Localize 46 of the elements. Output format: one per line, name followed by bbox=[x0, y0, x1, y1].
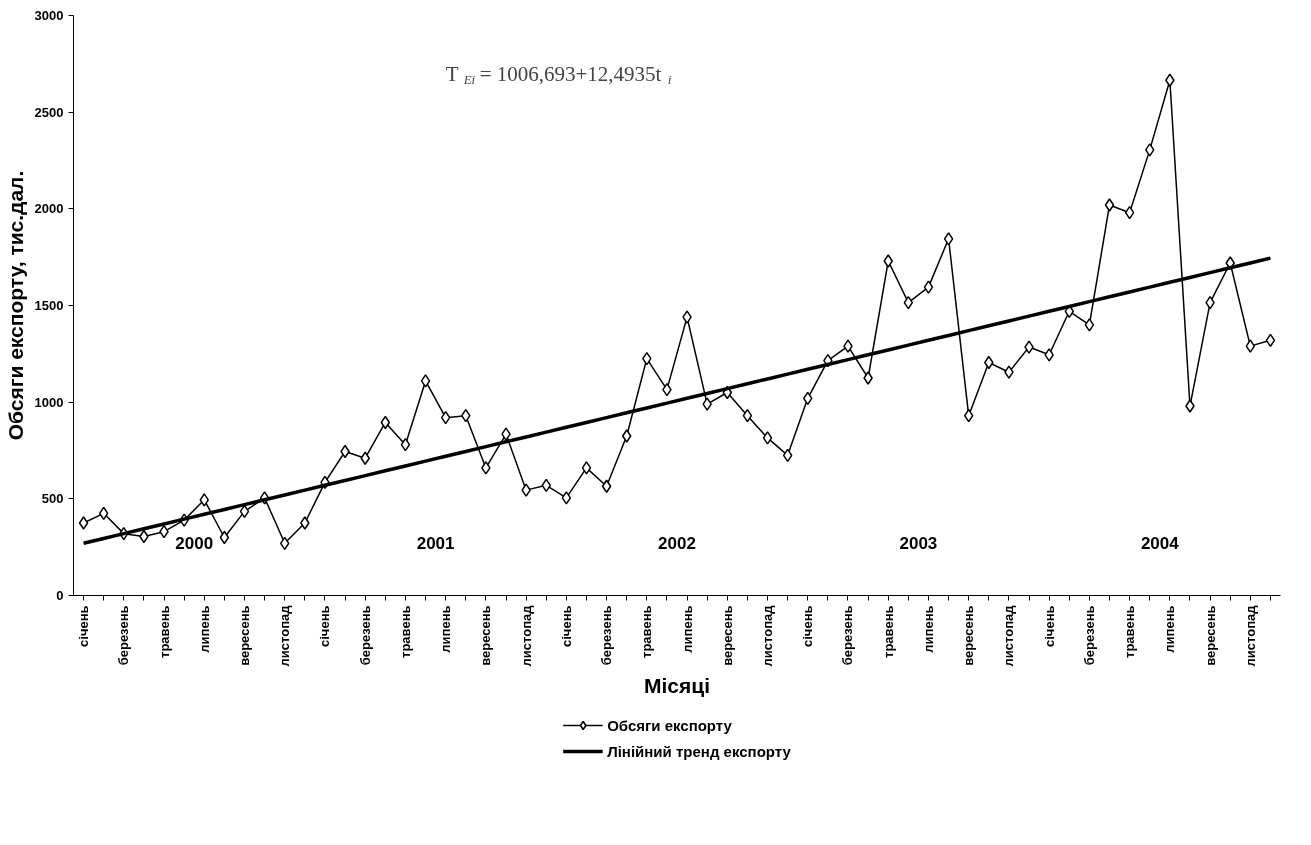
y-tick-label: 1500 bbox=[34, 298, 64, 313]
y-tick-label: 3000 bbox=[34, 8, 64, 23]
x-tick-label: січень bbox=[800, 605, 816, 647]
annotation: 2004 bbox=[1140, 534, 1180, 554]
annotation: 2002 bbox=[658, 534, 696, 554]
x-tick-label: вересень bbox=[1202, 605, 1218, 666]
x-tick-label: травень bbox=[880, 605, 896, 658]
x-tick-label: березень bbox=[357, 605, 373, 666]
annotation: 2000 bbox=[175, 534, 214, 554]
x-tick-label: листопад bbox=[518, 604, 534, 667]
x-tick-label: березень bbox=[840, 605, 856, 666]
x-tick-label: січень bbox=[558, 605, 574, 647]
x-tick-label: липень bbox=[679, 605, 695, 653]
y-tick-label: 2500 bbox=[34, 104, 64, 120]
y-tick-label: 1000 bbox=[34, 394, 64, 410]
x-tick-label: травень bbox=[156, 605, 172, 658]
x-tick-label: липень bbox=[438, 605, 454, 653]
legend-label: Лінійний тренд експорту bbox=[607, 742, 791, 760]
x-tick-label: березень bbox=[116, 605, 132, 666]
x-tick-label: вересень bbox=[236, 605, 252, 666]
y-tick-label: 0 bbox=[56, 588, 64, 603]
x-tick-label: листопад bbox=[1001, 604, 1017, 667]
x-tick-label: липень bbox=[920, 605, 936, 653]
x-tick-label: липень bbox=[196, 605, 212, 653]
x-tick-label: листопад bbox=[760, 604, 776, 667]
y-axis-title: Обсяги експорту, тис.дал. bbox=[3, 170, 27, 441]
legend-label: Обсяги експорту bbox=[607, 716, 732, 734]
x-tick-label: березень bbox=[599, 605, 615, 666]
y-tick-label: 2000 bbox=[34, 201, 64, 217]
x-tick-label: травень bbox=[397, 605, 413, 658]
x-tick-label: липень bbox=[1162, 605, 1178, 653]
x-axis-title: Місяці bbox=[644, 674, 711, 698]
x-tick-label: вересень bbox=[961, 605, 977, 666]
x-tick-label: січень bbox=[317, 605, 333, 647]
annotation: 2001 bbox=[416, 534, 455, 554]
annotation: 2003 bbox=[899, 534, 938, 554]
y-tick-label: 500 bbox=[41, 491, 64, 507]
x-tick-label: листопад bbox=[1242, 604, 1258, 667]
x-tick-label: травень bbox=[1122, 605, 1138, 658]
x-tick-label: травень bbox=[639, 605, 655, 658]
x-tick-label: січень bbox=[76, 605, 92, 647]
x-tick-label: вересень bbox=[719, 605, 735, 666]
x-tick-label: березень bbox=[1081, 605, 1097, 666]
x-tick-label: вересень bbox=[478, 605, 494, 666]
x-tick-label: листопад bbox=[277, 604, 293, 667]
x-tick-label: січень bbox=[1041, 605, 1057, 647]
